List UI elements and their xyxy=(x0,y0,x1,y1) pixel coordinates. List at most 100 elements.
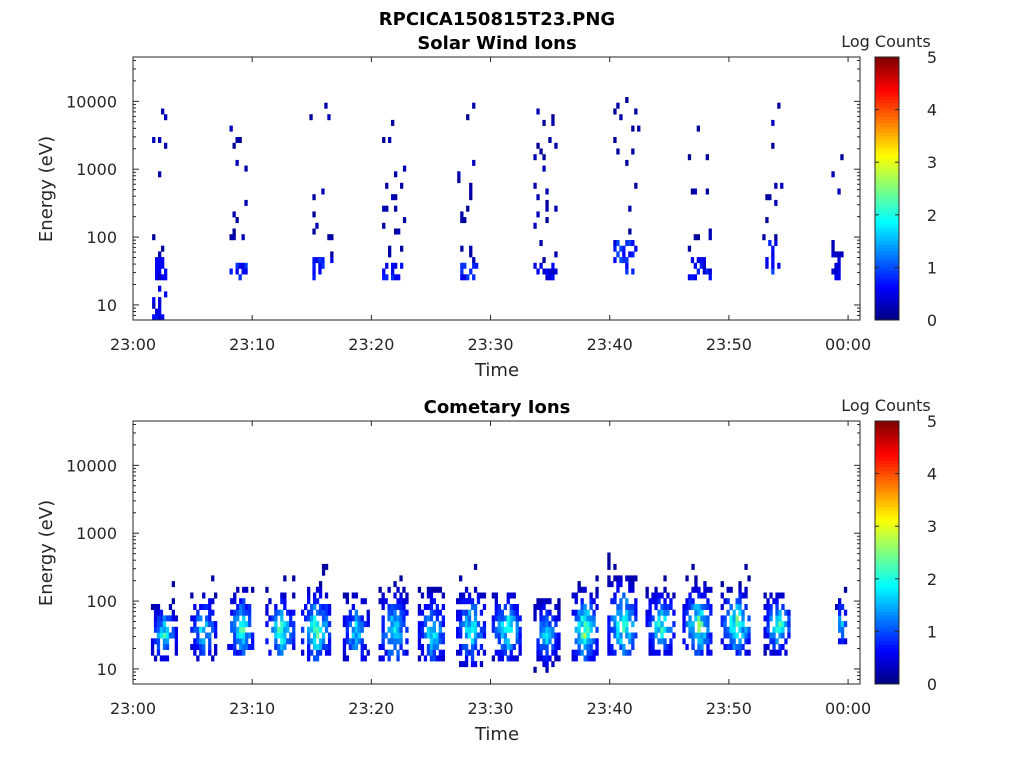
spectrogram-pixel xyxy=(402,586,406,593)
spectrogram-pixel xyxy=(691,621,695,628)
spectrogram-pixel xyxy=(774,182,778,189)
spectrogram-pixel xyxy=(420,621,425,628)
spectrogram-pixel xyxy=(631,240,635,246)
spectrogram-pixel xyxy=(843,609,848,616)
spectrogram-pixel xyxy=(473,644,478,650)
spectrogram-pixel xyxy=(248,604,252,610)
colorbar-segment xyxy=(875,181,899,186)
spectrogram-pixel xyxy=(283,575,287,582)
spectrogram-pixel xyxy=(318,592,323,599)
spectrogram-pixel xyxy=(515,655,519,662)
spectrogram-pixel xyxy=(476,598,481,605)
spectrogram-pixel xyxy=(536,142,540,149)
colorbar-segment xyxy=(875,480,899,484)
spectrogram-pixel xyxy=(657,649,661,656)
spectrogram-pixel xyxy=(248,621,252,628)
spectrogram-pixel xyxy=(283,604,287,610)
spectrogram-pixel xyxy=(399,609,403,616)
spectrogram-pixel xyxy=(473,661,478,668)
spectrogram-pixel xyxy=(687,154,692,161)
spectrogram-pixel xyxy=(616,575,620,582)
spectrogram-pixel xyxy=(509,644,513,650)
spectrogram-pixel xyxy=(196,644,200,650)
spectrogram-pixel xyxy=(345,592,349,599)
spectrogram-pixel xyxy=(669,644,673,650)
spectrogram-pixel xyxy=(479,609,484,616)
spectrogram-pixel xyxy=(545,217,549,224)
spectrogram-pixel xyxy=(470,649,475,656)
spectrogram-pixel xyxy=(459,575,463,582)
spectrogram-pixel xyxy=(165,632,170,639)
spectrogram-pixel xyxy=(464,621,469,628)
spectrogram-pixel xyxy=(843,638,848,645)
spectrogram-pixel xyxy=(660,638,664,645)
spectrogram-pixel xyxy=(551,262,555,269)
spectrogram-pixel xyxy=(738,649,742,656)
spectrogram-pixel xyxy=(669,598,673,605)
spectrogram-pixel xyxy=(393,632,397,639)
spectrogram-pixel xyxy=(397,274,401,281)
spectrogram-pixel xyxy=(619,615,623,622)
y-tick-label: 100 xyxy=(86,592,117,611)
spectrogram-pixel xyxy=(775,598,779,605)
colorbar-segment xyxy=(875,313,899,318)
colorbar-segment xyxy=(875,287,899,291)
spectrogram-pixel xyxy=(393,581,397,588)
spectrogram-pixel xyxy=(435,604,439,610)
spectrogram-pixel xyxy=(619,257,623,264)
colorbar-segment xyxy=(875,457,899,461)
spectrogram-pixel xyxy=(158,257,162,264)
spectrogram-pixel xyxy=(214,621,218,628)
spectrogram-pixel xyxy=(766,644,770,650)
colorbar-tick-label: 4 xyxy=(927,465,937,484)
spectrogram-pixel xyxy=(741,621,745,628)
spectrogram-pixel xyxy=(473,604,478,610)
spectrogram-pixel xyxy=(645,621,649,628)
spectrogram-pixel xyxy=(542,598,546,605)
colorbar-segment xyxy=(875,601,899,606)
spectrogram-pixel xyxy=(696,234,700,241)
spectrogram-pixel xyxy=(738,598,742,605)
spectrogram-pixel xyxy=(539,655,543,662)
spectrogram-pixel xyxy=(625,257,629,264)
spectrogram-pixel xyxy=(315,222,319,229)
colorbar-segment xyxy=(875,467,899,471)
spectrogram-pixel xyxy=(735,615,739,622)
spectrogram-pixel xyxy=(772,644,776,650)
spectrogram-pixel xyxy=(634,632,638,639)
spectrogram-pixel xyxy=(233,598,237,605)
spectrogram-pixel xyxy=(233,632,237,639)
spectrogram-pixel xyxy=(775,615,779,622)
spectrogram-pixel xyxy=(663,598,667,605)
colorbar-segment xyxy=(875,460,899,465)
spectrogram-pixel xyxy=(283,621,287,628)
colorbar-segment xyxy=(875,427,899,432)
spectrogram-pixel xyxy=(402,604,406,610)
spectrogram-pixel xyxy=(211,626,215,633)
spectrogram-pixel xyxy=(265,604,269,610)
colorbar-segment xyxy=(875,103,899,107)
spectrogram-pixel xyxy=(242,626,246,633)
spectrogram-pixel xyxy=(457,177,461,184)
spectrogram-pixel xyxy=(229,125,233,132)
spectrogram-pixel xyxy=(747,638,751,645)
spectrogram-pixel xyxy=(307,615,311,622)
spectrogram-pixel xyxy=(324,592,329,599)
spectrogram-pixel xyxy=(313,621,317,628)
spectrogram-pixel xyxy=(542,165,546,172)
spectrogram-pixel xyxy=(545,188,549,195)
spectrogram-pixel xyxy=(354,644,358,650)
spectrogram-pixel xyxy=(548,609,552,616)
spectrogram-pixel xyxy=(324,102,328,109)
spectrogram-pixel xyxy=(729,644,733,650)
spectrogram-pixel xyxy=(613,592,617,599)
spectrogram-pixel xyxy=(738,644,742,650)
spectrogram-pixel xyxy=(283,626,287,633)
spectrogram-pixel xyxy=(616,638,620,645)
solar-wind-ions-panel: Solar Wind Ions Time Energy (eV) Log Cou… xyxy=(36,32,937,381)
colorbar-segment xyxy=(875,60,899,64)
colorbar-segment xyxy=(875,260,899,265)
spectrogram-pixel xyxy=(202,644,206,650)
spectrogram-pixel xyxy=(393,609,397,616)
spectrogram-pixel xyxy=(699,257,703,264)
